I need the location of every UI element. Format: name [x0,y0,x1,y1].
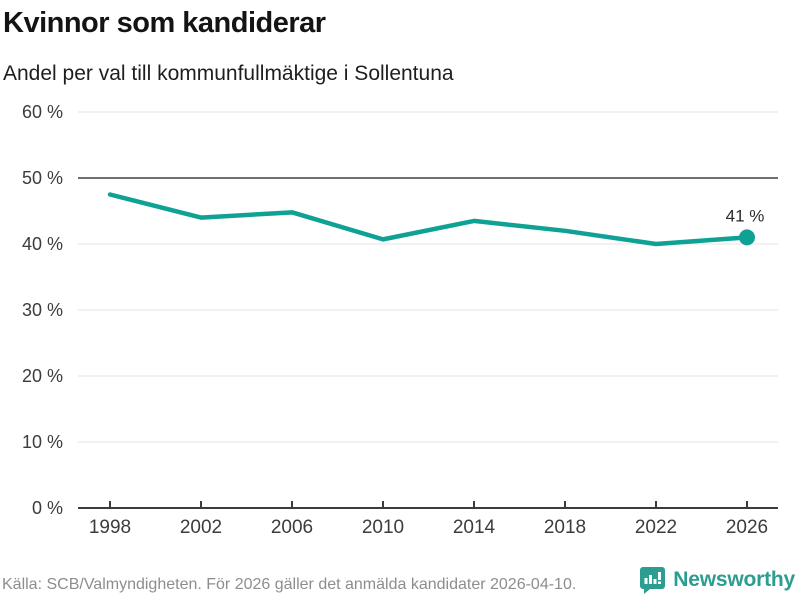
x-tick-label: 2022 [635,517,677,538]
source-note: Källa: SCB/Valmyndigheten. För 2026 gäll… [2,576,577,593]
x-tick-label: 2018 [544,517,586,538]
y-tick-label: 60 % [22,102,63,122]
newsworthy-logo-icon [640,567,666,594]
page-subtitle: Andel per val till kommunfullmäktige i S… [3,62,454,85]
x-tick-label: 2006 [271,517,313,538]
y-tick-label: 20 % [22,366,63,386]
newsworthy-brand[interactable]: Newsworthy [639,566,795,594]
y-tick-label: 30 % [22,300,63,320]
x-tick-label: 2026 [726,517,768,538]
x-tick-label: 2014 [453,517,496,538]
y-tick-label: 40 % [22,234,63,254]
y-tick-label: 0 % [32,498,63,518]
end-point-marker [739,229,755,246]
y-tick-label: 10 % [22,432,63,452]
x-tick-label: 2002 [180,517,222,538]
newsworthy-wordmark: Newsworthy [673,568,795,591]
x-tick-label: 1998 [89,517,131,538]
x-tick-label: 2010 [362,517,404,538]
y-tick-label: 50 % [22,168,63,188]
page-title: Kvinnor som kandiderar [3,7,326,39]
series-line [107,192,750,247]
end-value-label: 41 % [726,206,765,225]
